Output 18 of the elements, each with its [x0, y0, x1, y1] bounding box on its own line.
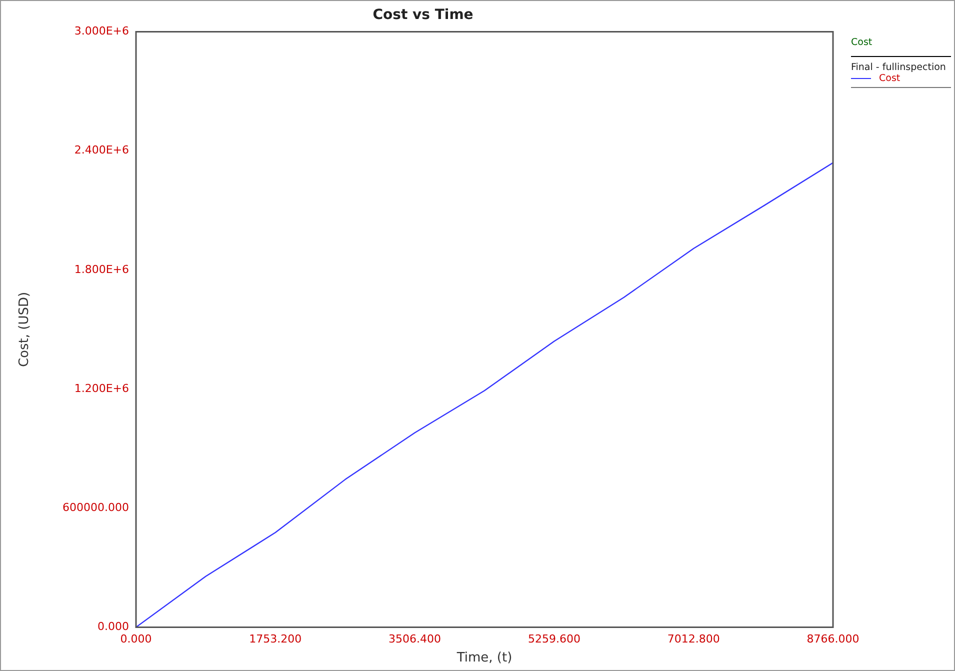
y-tick-label: 1.800E+6 — [74, 262, 129, 276]
x-tick-label: 8766.000 — [806, 632, 860, 646]
chart-title: Cost vs Time — [372, 7, 474, 24]
x-tick-label: 7012.800 — [667, 632, 720, 646]
x-tick-label: 3506.400 — [388, 632, 442, 646]
text: Final - fullinspection — [851, 62, 947, 73]
x-tick-label: 1753.200 — [249, 632, 302, 646]
y-tick-label: 3.000E+6 — [74, 24, 129, 38]
y-tick-label: 0.000 — [98, 620, 129, 634]
x-axis-title: Time, (t) — [456, 650, 512, 666]
x-tick-label: 0.000 — [120, 632, 152, 646]
legend-label: Cost — [879, 73, 900, 84]
y-axis-title: Cost, (USD) — [17, 292, 32, 368]
y-tick-label: 600000.000 — [62, 500, 129, 514]
x-tick-label: 5259.600 — [528, 632, 580, 646]
y-tick-label: 1.200E+6 — [74, 382, 129, 395]
y-tick-label: 2.400E+6 — [74, 144, 129, 157]
legend-title: Cost — [851, 37, 951, 57]
